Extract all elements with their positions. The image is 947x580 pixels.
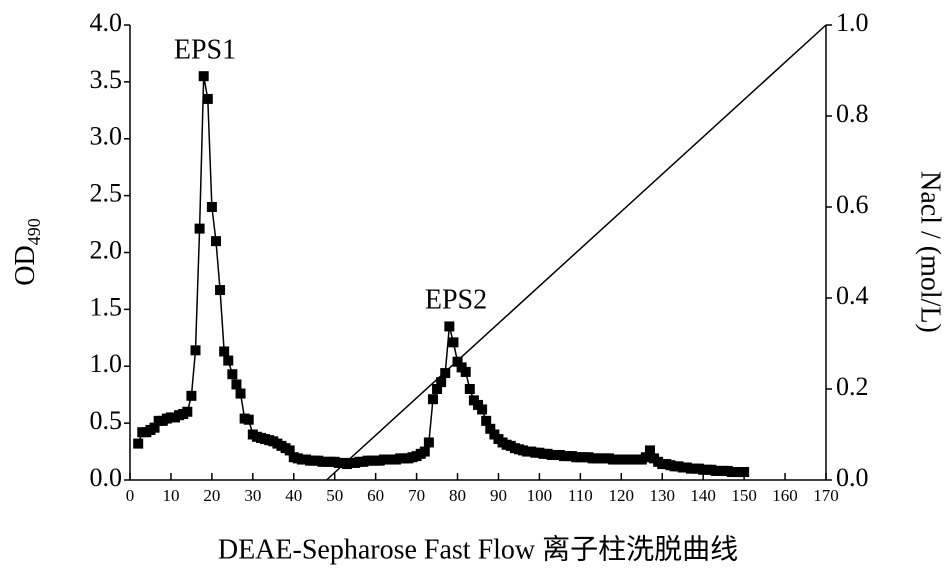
y2-tick-label: 0.4: [836, 281, 869, 310]
data-point: [444, 321, 455, 332]
data-point: [452, 356, 463, 367]
series-line: [137, 76, 745, 473]
data-point: [432, 384, 443, 394]
x-tick-label: 140: [690, 486, 716, 505]
y2-tick-label: 0.0: [836, 463, 869, 492]
data-point: [419, 446, 430, 457]
data-point: [202, 93, 213, 104]
data-point: [440, 368, 451, 379]
x-tick-label: 150: [731, 486, 757, 505]
x-tick-label: 160: [772, 486, 798, 505]
annotation: EPS2: [425, 284, 487, 315]
series-line: [326, 24, 827, 481]
x-tick-label: 30: [244, 486, 261, 505]
data-point: [227, 369, 238, 380]
data-point: [194, 223, 205, 234]
data-point: [235, 388, 246, 399]
data-point: [219, 346, 230, 357]
y2-tick-label: 0.8: [836, 99, 869, 128]
x-tick-label: 170: [813, 486, 839, 505]
data-point: [206, 202, 217, 212]
data-point: [284, 445, 295, 456]
y-tick-label: 1.0: [90, 349, 123, 378]
y-tick-label: 3.5: [90, 65, 123, 94]
x-tick-label: 40: [285, 486, 302, 505]
data-point: [739, 467, 750, 478]
x-tick-label: 80: [449, 486, 466, 505]
y-axis-label-main: OD: [10, 245, 41, 285]
y-tick-label: 4.0: [90, 8, 123, 37]
data-point: [640, 452, 651, 463]
y-tick-label: 3.0: [90, 122, 123, 151]
x-tick-label: 110: [568, 486, 593, 505]
data-point: [644, 445, 655, 456]
y2-tick-label: 1.0: [836, 8, 869, 37]
data-point: [485, 423, 496, 434]
data-point: [477, 404, 488, 415]
y-tick-label: 1.5: [90, 292, 123, 321]
data-point: [464, 384, 475, 394]
y-tick-label: 2.5: [90, 179, 123, 208]
data-point: [182, 406, 193, 417]
y2-tick-label: 0.2: [836, 372, 869, 401]
x-tick-label: 50: [326, 486, 343, 505]
data-point: [198, 71, 209, 82]
y2-axis-label: Nacl / (mol/L): [915, 171, 946, 333]
y2-tick-label: 0.6: [836, 190, 869, 219]
y-axis-label-sub: 490: [24, 218, 44, 245]
data-point: [190, 345, 201, 356]
x-tick-label: 10: [162, 486, 179, 505]
y-tick-label: 2.0: [90, 235, 123, 264]
data-point: [210, 236, 221, 247]
data-point: [133, 438, 144, 449]
data-point: [460, 366, 471, 377]
data-point: [149, 422, 160, 433]
x-axis-label: DEAE-Sepharose Fast Flow 离子柱洗脱曲线: [218, 533, 738, 565]
data-point: [215, 285, 226, 296]
y-tick-label: 0.5: [90, 406, 123, 435]
data-point: [186, 390, 197, 401]
x-tick-label: 20: [203, 486, 220, 505]
annotation: EPS1: [174, 34, 236, 65]
data-point: [423, 437, 434, 448]
data-point: [243, 414, 254, 425]
data-point: [481, 415, 492, 426]
x-tick-label: 60: [367, 486, 384, 505]
x-tick-label: 120: [609, 486, 635, 505]
data-point: [436, 377, 447, 388]
x-tick-label: 100: [527, 486, 553, 505]
data-point: [223, 355, 234, 366]
x-tick-label: 70: [408, 486, 425, 505]
x-tick-label: 130: [649, 486, 675, 505]
y-axis-label: OD490: [10, 218, 44, 285]
data-point: [448, 337, 459, 348]
y-tick-label: 0.0: [90, 463, 123, 492]
x-tick-label: 0: [126, 486, 135, 505]
data-point: [427, 394, 438, 405]
data-point: [231, 379, 242, 390]
x-tick-label: 90: [490, 486, 507, 505]
